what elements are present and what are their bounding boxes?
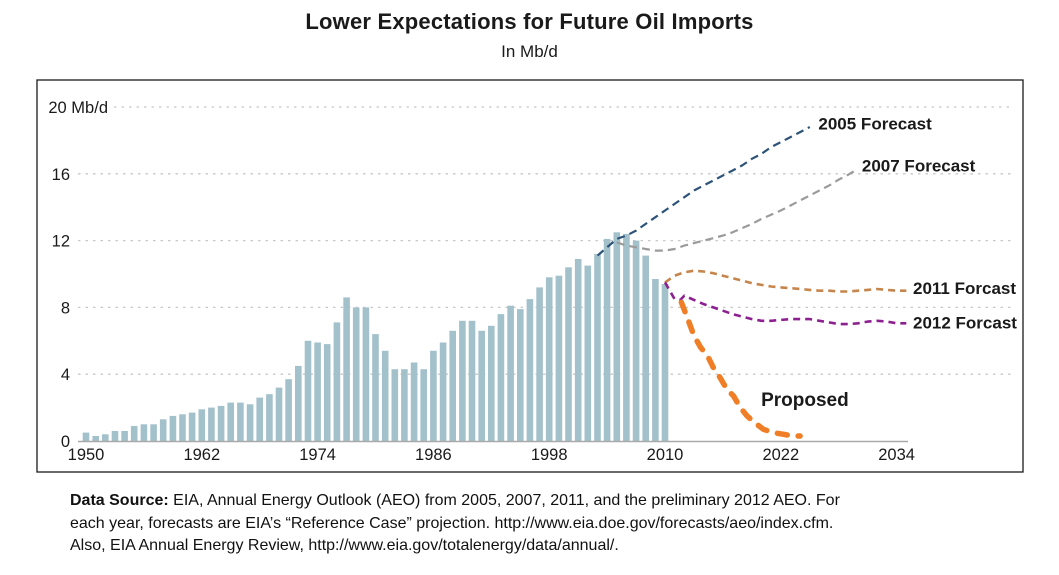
bar-2010	[661, 284, 669, 441]
bar-2003	[594, 254, 601, 441]
bar-1957	[150, 424, 157, 441]
bar-1981	[381, 350, 389, 441]
bar-1985	[420, 369, 427, 441]
annotation-2005-forecast: 2005 Forecast	[818, 115, 932, 134]
x-tick-label-2034: 2034	[878, 446, 915, 464]
bar-1970	[275, 387, 283, 441]
annotation-2011-forcast: 2011 Forcast	[913, 279, 1016, 298]
bar-1966	[237, 402, 244, 441]
bar-1998	[545, 277, 553, 441]
x-tick-label-1998: 1998	[531, 446, 568, 464]
bar-1984	[410, 362, 418, 441]
bar-1990	[468, 320, 476, 441]
bar-1950	[82, 432, 90, 441]
annotation-2012-forcast: 2012 Forcast	[913, 313, 1017, 332]
bar-1952	[102, 434, 109, 441]
bar-1956	[140, 424, 148, 441]
bar-2007	[632, 240, 640, 441]
bar-1995	[517, 309, 524, 441]
chart-title: Lower Expectations for Future Oil Import…	[305, 9, 754, 34]
x-tick-label-2010: 2010	[647, 446, 684, 464]
bar-1976	[333, 322, 341, 441]
y-tick-label-8: 8	[61, 299, 70, 317]
data-source-label: Data Source:	[70, 492, 169, 509]
bar-2006	[623, 233, 630, 441]
bar-1959	[169, 415, 177, 441]
bar-1973	[304, 340, 312, 441]
bar-1972	[295, 365, 302, 441]
bar-1962	[198, 409, 206, 441]
bar-1982	[391, 369, 399, 441]
bar-1988	[449, 330, 456, 441]
x-tick-label-1950: 1950	[68, 446, 105, 464]
bar-1953	[111, 431, 119, 441]
line-2007-forecast	[616, 167, 859, 252]
bar-1996	[526, 299, 534, 441]
data-source-line-1: EIA, Annual Energy Outlook (AEO) from 20…	[168, 492, 840, 509]
bar-1989	[459, 320, 466, 441]
y-tick-label-16: 16	[52, 166, 70, 184]
bar-1986	[430, 350, 437, 441]
bar-1965	[227, 402, 234, 441]
bar-1999	[555, 275, 563, 441]
annotation-2007-forecast: 2007 Forecast	[862, 156, 976, 175]
bar-1977	[343, 297, 350, 441]
bar-1969	[266, 394, 273, 441]
bar-2002	[584, 265, 592, 441]
plot-border	[36, 79, 1024, 473]
bar-1994	[507, 305, 514, 441]
bar-1975	[323, 344, 331, 441]
x-tick-label-1986: 1986	[415, 446, 452, 464]
chart-subtitle: In Mb/d	[501, 42, 558, 61]
bar-1971	[285, 379, 292, 441]
y-tick-label-4: 4	[61, 366, 70, 384]
bar-1958	[159, 419, 167, 441]
bar-1993	[497, 314, 505, 441]
bar-2005	[613, 232, 621, 442]
x-tick-label-1962: 1962	[183, 446, 220, 464]
y-tick-label-20: 20 Mb/d	[48, 99, 108, 117]
data-source-line-2: each year, forecasts are EIA’s “Referenc…	[70, 514, 834, 532]
bar-1964	[217, 405, 225, 441]
bar-1992	[488, 325, 495, 441]
bar-1963	[208, 407, 215, 441]
bar-1974	[314, 342, 321, 441]
bar-1968	[256, 397, 263, 441]
bar-1967	[246, 404, 254, 441]
bar-2000	[565, 267, 572, 441]
x-tick-label-2022: 2022	[762, 446, 799, 464]
y-tick-label-0: 0	[61, 433, 70, 451]
bar-1980	[372, 334, 379, 441]
data-source-note: Data Source: EIA, Annual Energy Outlook …	[70, 490, 1025, 558]
line-proposed	[678, 299, 803, 439]
annotation-proposed: Proposed	[761, 390, 849, 411]
bar-1955	[130, 426, 138, 441]
bar-2009	[652, 279, 659, 441]
bar-1991	[478, 330, 485, 441]
bar-1997	[536, 287, 543, 441]
bar-1987	[439, 342, 447, 441]
bar-2001	[574, 259, 582, 441]
bar-1961	[188, 412, 196, 441]
bar-1979	[362, 307, 370, 441]
y-tick-label-12: 12	[52, 233, 70, 251]
bar-1960	[179, 414, 186, 441]
bar-1983	[401, 369, 408, 441]
bar-1978	[352, 307, 360, 441]
data-source-line-3: Also, EIA Annual Energy Review, http://w…	[70, 537, 619, 554]
bar-2004	[603, 238, 611, 441]
x-tick-label-1974: 1974	[299, 446, 336, 464]
line-2011-forcast	[664, 269, 907, 293]
bar-1951	[92, 436, 99, 441]
line-2005-forecast	[596, 126, 811, 257]
bar-2008	[642, 255, 649, 441]
bar-1954	[121, 431, 128, 441]
